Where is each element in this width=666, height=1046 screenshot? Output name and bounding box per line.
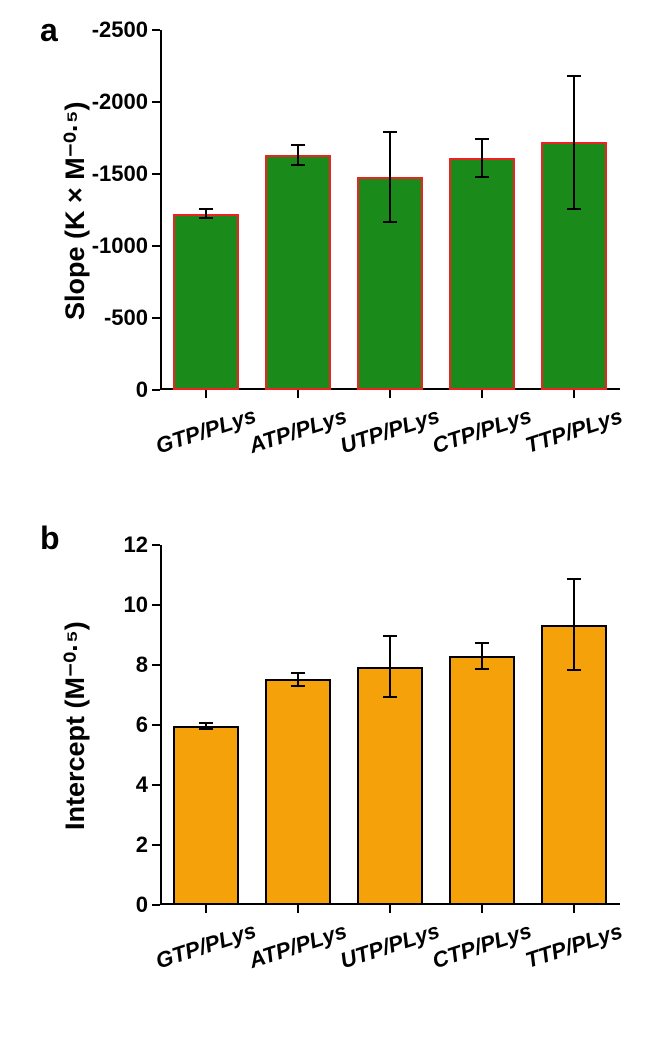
panel-a-bar <box>173 214 239 390</box>
panel-a-errorbar-cap <box>475 138 489 140</box>
panel-a-bar <box>265 155 331 390</box>
panel-a-errorbar <box>573 76 575 208</box>
panel-b-bar <box>173 726 239 905</box>
panel-a-errorbar-cap <box>383 221 397 223</box>
panel-b-ytick <box>152 784 160 786</box>
panel-b-errorbar-cap <box>291 685 305 687</box>
panel-b-errorbar-cap <box>199 728 213 730</box>
panel-b-errorbar-cap <box>383 696 397 698</box>
panel-b-ytick-label: 12 <box>70 532 148 558</box>
panel-b-errorbar-cap <box>567 578 581 580</box>
panel-a-xtick <box>573 390 575 398</box>
panel-b-bar <box>357 667 423 906</box>
panel-a-errorbar <box>481 139 483 176</box>
panel-a-errorbar-cap <box>291 164 305 166</box>
panel-b-label: b <box>40 520 60 557</box>
panel-b-errorbar-cap <box>475 668 489 670</box>
panel-a-bar <box>449 158 515 390</box>
panel-b-errorbar <box>297 673 299 686</box>
panel-b-ytick-label: 4 <box>70 772 148 798</box>
panel-a-ytick-label: 0 <box>70 377 148 403</box>
panel-a-xtick <box>297 390 299 398</box>
panel-a-errorbar <box>389 132 391 221</box>
panel-a-errorbar-cap <box>199 217 213 219</box>
panel-a-errorbar-cap <box>291 144 305 146</box>
panel-b-xtick <box>389 905 391 913</box>
panel-a-errorbar-cap <box>567 75 581 77</box>
panel-a-ytick <box>152 317 160 319</box>
panel-b-ytick-label: 8 <box>70 652 148 678</box>
panel-b-ytick <box>152 844 160 846</box>
panel-b-errorbar-cap <box>475 642 489 644</box>
panel-a-ytick-label: -1000 <box>70 233 148 259</box>
panel-a-label: a <box>40 12 58 49</box>
panel-a-xtick <box>481 390 483 398</box>
panel-a-xtick <box>389 390 391 398</box>
panel-b-ytick <box>152 904 160 906</box>
panel-b-errorbar-cap <box>199 722 213 724</box>
panel-b-xtick <box>297 905 299 913</box>
panel-b-ytick-label: 10 <box>70 592 148 618</box>
panel-a-ytick <box>152 173 160 175</box>
panel-a-ytick-label: -1500 <box>70 161 148 187</box>
panel-b-ytick <box>152 544 160 546</box>
panel-b-errorbar-cap <box>291 672 305 674</box>
panel-b-xtick <box>205 905 207 913</box>
panel-b-bar <box>449 656 515 905</box>
panel-b-xtick <box>481 905 483 913</box>
panel-a-ytick <box>152 29 160 31</box>
panel-b-errorbar <box>389 636 391 697</box>
panel-a-ytick <box>152 245 160 247</box>
panel-a-ylabel: Slope (K × M⁻⁰·⁵) <box>60 101 91 320</box>
panel-a-ytick <box>152 101 160 103</box>
panel-b-ytick-label: 0 <box>70 892 148 918</box>
panel-b-errorbar <box>481 643 483 668</box>
panel-a-errorbar-cap <box>567 208 581 210</box>
panel-a-errorbar-cap <box>383 131 397 133</box>
panel-a-ytick-label: -2500 <box>70 17 148 43</box>
panel-a-errorbar-cap <box>199 208 213 210</box>
panel-b-ytick-label: 2 <box>70 832 148 858</box>
panel-b-errorbar-cap <box>567 669 581 671</box>
figure: a Slope (K × M⁻⁰·⁵) b Intercept (M⁻⁰·⁵) … <box>0 0 666 1046</box>
panel-b-xtick <box>573 905 575 913</box>
panel-b-ytick <box>152 604 160 606</box>
panel-b-bar <box>265 679 331 905</box>
panel-a-ytick-label: -2000 <box>70 89 148 115</box>
panel-b-ytick-label: 6 <box>70 712 148 738</box>
panel-b-ytick <box>152 664 160 666</box>
panel-a-errorbar <box>297 145 299 165</box>
panel-a-errorbar-cap <box>475 176 489 178</box>
panel-b-ytick <box>152 724 160 726</box>
panel-b-errorbar <box>573 579 575 670</box>
panel-a-ytick <box>152 389 160 391</box>
panel-a-ytick-label: -500 <box>70 305 148 331</box>
panel-b-errorbar-cap <box>383 635 397 637</box>
panel-a-xtick <box>205 390 207 398</box>
